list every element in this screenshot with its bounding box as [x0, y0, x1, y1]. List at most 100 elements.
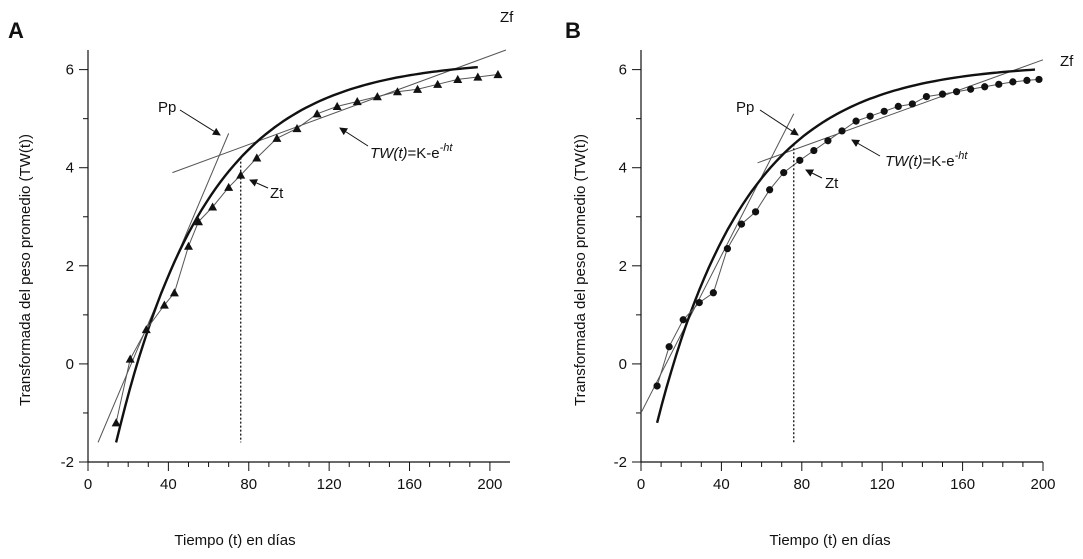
- zt-label: Zt: [270, 185, 284, 202]
- data-point: [796, 156, 804, 164]
- pp-arrow: [179, 109, 221, 136]
- x-tick-label: 120: [870, 476, 895, 493]
- data-point: [995, 80, 1003, 88]
- y-tick-label: -2: [614, 454, 627, 471]
- data-point: [981, 83, 989, 91]
- panel-b-label: B: [565, 18, 581, 43]
- data-point: [1035, 75, 1043, 84]
- data-point: [824, 137, 832, 145]
- data-point: [894, 102, 902, 111]
- fitted-curve: [655, 68, 1036, 424]
- data-point: [653, 382, 661, 390]
- data-point: [252, 153, 262, 162]
- zt-arrow: [805, 169, 823, 179]
- data-point: [194, 217, 204, 226]
- data-point: [141, 325, 151, 334]
- y-tick-label: -2: [61, 454, 74, 471]
- model-equation: TW(t)=K-e-ht: [370, 142, 453, 162]
- fitted-curve: [114, 66, 478, 443]
- data-point: [169, 288, 179, 297]
- data-point: [665, 343, 673, 351]
- data-point: [1023, 76, 1031, 85]
- observed-series-line: [656, 78, 1040, 387]
- data-point: [880, 107, 888, 115]
- y-tick-label: 4: [66, 160, 74, 177]
- data-point: [352, 97, 362, 106]
- x-axis-title: Tiempo (t) en días: [174, 532, 295, 549]
- y-tick-label: 2: [619, 258, 627, 275]
- y-tick-label: 0: [66, 356, 74, 373]
- data-point: [780, 169, 788, 177]
- data-point: [751, 208, 760, 216]
- data-point: [922, 92, 931, 101]
- y-axis-title: Transformada del peso promedio (TW(t)): [17, 134, 34, 406]
- data-point: [183, 241, 193, 250]
- y-tick-label: 6: [66, 62, 74, 79]
- data-point: [453, 74, 463, 84]
- model-equation: TW(t)=K-e-ht: [885, 150, 968, 170]
- zf-label: Zf: [500, 9, 514, 26]
- data-point: [332, 101, 342, 111]
- zt-label: Zt: [825, 175, 839, 192]
- data-point: [852, 117, 860, 125]
- data-point: [312, 109, 322, 118]
- data-point: [1009, 78, 1017, 86]
- data-point: [111, 418, 121, 427]
- x-tick-label: 40: [713, 476, 730, 493]
- y-axis-title: Transformada del peso promedio (TW(t)): [572, 134, 589, 406]
- model-arrow: [339, 127, 369, 147]
- data-point: [679, 316, 687, 324]
- data-point: [810, 146, 818, 155]
- data-point: [866, 112, 874, 120]
- panel-b: B 0 40 80 120 160 200 -2 0 2 4 6 Pp Zt Zf TW(t)=K-…: [565, 18, 1074, 549]
- data-point: [838, 127, 846, 135]
- data-point: [413, 84, 423, 93]
- x-tick-label: 200: [1030, 476, 1055, 493]
- data-point: [372, 92, 382, 101]
- y-tick-label: 2: [66, 258, 74, 275]
- data-point: [272, 133, 282, 142]
- y-tick-label: 6: [619, 62, 627, 79]
- x-axis-title: Tiempo (t) en días: [769, 532, 890, 549]
- data-point: [695, 298, 703, 307]
- data-point: [125, 354, 135, 363]
- y-tick-label: 4: [619, 160, 627, 177]
- x-tick-label: 80: [793, 476, 810, 493]
- data-point: [938, 90, 947, 98]
- data-point: [908, 100, 916, 108]
- data-point: [473, 72, 483, 81]
- data-point: [208, 202, 218, 211]
- zt-arrow: [249, 179, 269, 189]
- data-point: [224, 182, 234, 191]
- pp-label: Pp: [736, 99, 754, 116]
- x-tick-label: 200: [477, 476, 502, 493]
- data-point: [709, 289, 717, 297]
- x-tick-label: 120: [317, 476, 342, 493]
- tangent-line: [757, 59, 1044, 164]
- data-point: [737, 220, 746, 228]
- model-arrow: [851, 139, 881, 157]
- panel-a: A 0 40 80 120 160 200 -2 0 2 4 6 Pp Zt Zf TW(t)=K-…: [8, 9, 514, 549]
- data-point: [952, 88, 961, 96]
- data-point: [967, 85, 975, 93]
- data-point: [723, 245, 732, 253]
- data-point: [493, 70, 503, 79]
- x-tick-label: 0: [637, 476, 645, 493]
- x-tick-label: 0: [84, 476, 92, 493]
- panel-a-label: A: [8, 18, 24, 43]
- pp-arrow: [759, 109, 799, 136]
- tangent-line: [640, 113, 795, 414]
- x-tick-label: 160: [397, 476, 422, 493]
- data-point: [159, 300, 169, 309]
- observed-series-line: [115, 74, 498, 423]
- zf-label: Zf: [1060, 53, 1074, 70]
- pp-label: Pp: [158, 99, 176, 116]
- data-point: [766, 186, 774, 194]
- data-point: [392, 87, 402, 96]
- y-tick-label: 0: [619, 356, 627, 373]
- data-point: [433, 79, 443, 88]
- data-point: [292, 123, 302, 133]
- x-tick-label: 80: [240, 476, 257, 493]
